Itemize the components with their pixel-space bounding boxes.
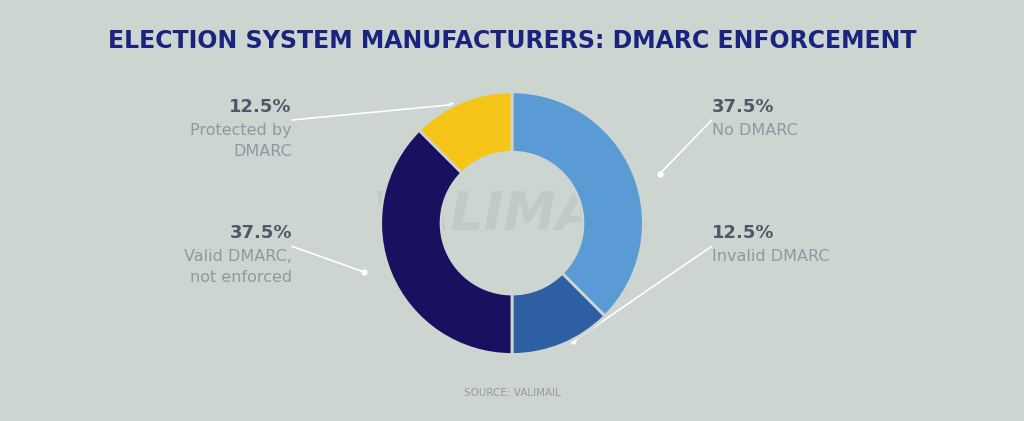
Text: No DMARC: No DMARC <box>712 123 798 138</box>
Text: 37.5%: 37.5% <box>712 98 774 116</box>
Wedge shape <box>512 273 605 354</box>
Text: Valid DMARC,
not enforced: Valid DMARC, not enforced <box>184 249 292 285</box>
Text: ELECTION SYSTEM MANUFACTURERS: DMARC ENFORCEMENT: ELECTION SYSTEM MANUFACTURERS: DMARC ENF… <box>108 29 916 53</box>
Wedge shape <box>419 92 512 173</box>
Text: 37.5%: 37.5% <box>229 224 292 242</box>
Text: 12.5%: 12.5% <box>229 98 292 116</box>
Text: Protected by
DMARC: Protected by DMARC <box>190 123 292 159</box>
Wedge shape <box>512 92 643 316</box>
Text: 12.5%: 12.5% <box>712 224 774 242</box>
Text: VALIMAIL: VALIMAIL <box>373 189 651 241</box>
Text: Invalid DMARC: Invalid DMARC <box>712 249 829 264</box>
Wedge shape <box>381 130 512 354</box>
Text: SOURCE: VALIMAIL: SOURCE: VALIMAIL <box>464 388 560 398</box>
